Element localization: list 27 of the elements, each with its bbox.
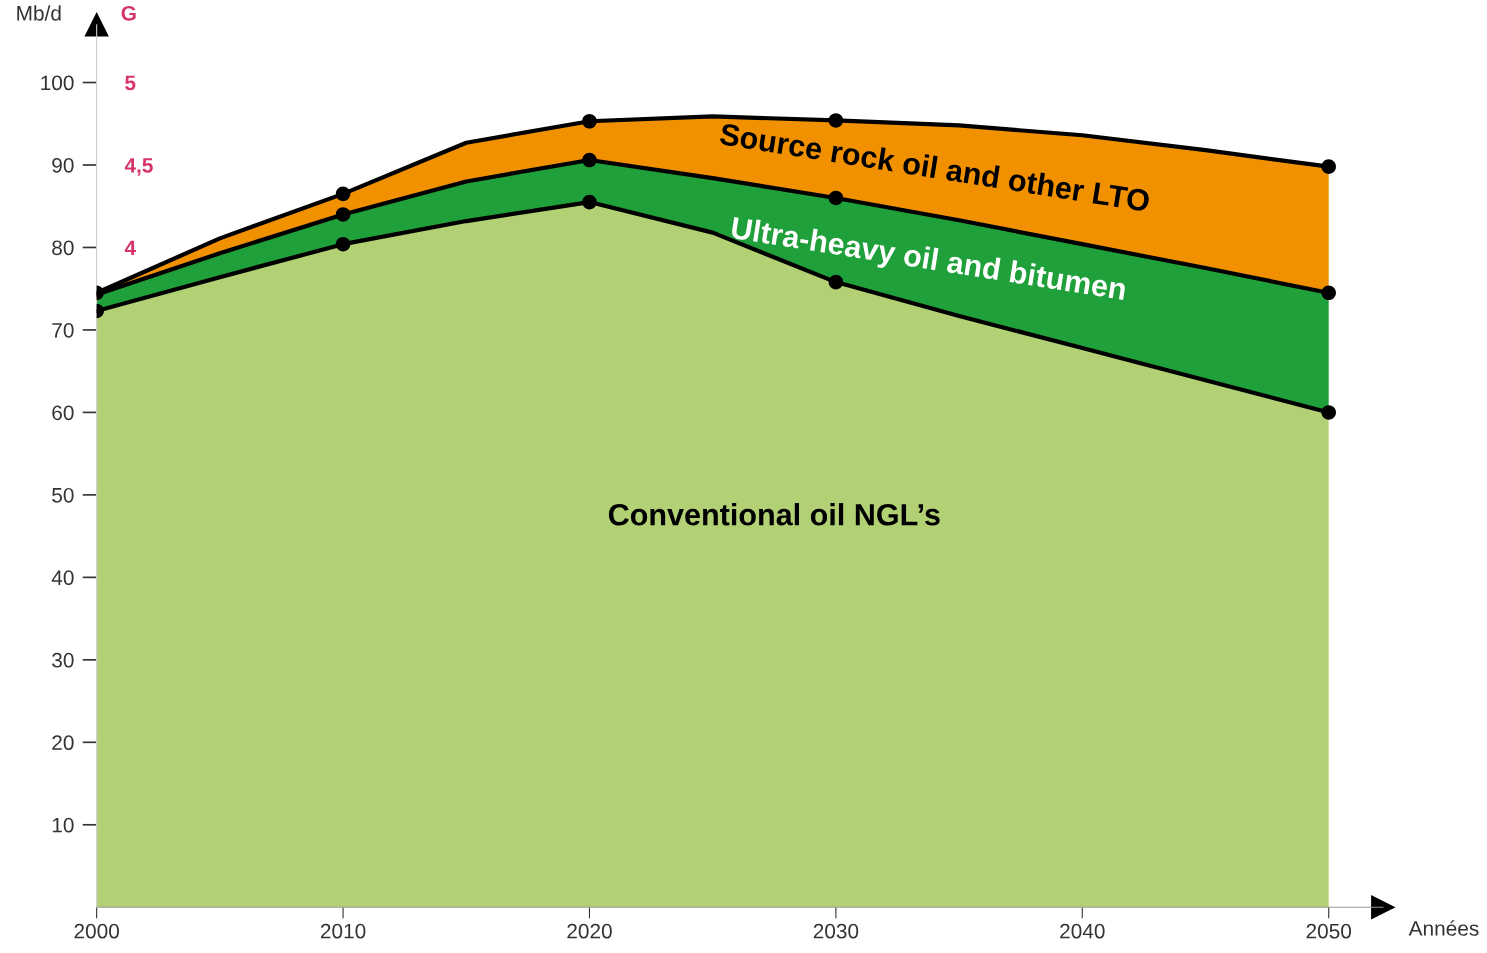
y-tick-label: 10 <box>52 817 74 833</box>
point <box>1321 159 1336 174</box>
series-label: Source rock oil and other LTO <box>719 122 1151 213</box>
point <box>582 152 597 168</box>
y-tick-label: 60 <box>52 405 74 421</box>
y-axis-title: Mb/d <box>17 5 61 21</box>
x-tick-label: 2020 <box>567 923 612 939</box>
y-tick-label: 20 <box>52 735 74 751</box>
x-tick-label: 2040 <box>1060 923 1105 939</box>
y2-tick-label: 4,5 <box>124 158 153 176</box>
y-tick-label: 50 <box>52 487 74 503</box>
x-tick-label: 2000 <box>74 923 120 939</box>
y2-tick-label: 5 <box>125 75 136 91</box>
y-tick-label: 100 <box>41 75 74 91</box>
x-tick-label: 2050 <box>1306 923 1352 939</box>
y-tick-label: 30 <box>52 652 74 668</box>
x-tick-label: 2030 <box>813 923 859 939</box>
x-tick-label: 2010 <box>320 923 366 939</box>
point <box>582 113 597 129</box>
y-tick-label: 40 <box>51 570 74 586</box>
y-tick-label: 80 <box>52 240 74 256</box>
y2-axis-title: G <box>121 5 136 21</box>
y-tick-label: 90 <box>52 157 74 173</box>
x-axis-title: Années <box>1408 920 1479 936</box>
point <box>828 113 844 128</box>
point <box>335 186 351 202</box>
y-tick-label: 70 <box>52 322 74 338</box>
